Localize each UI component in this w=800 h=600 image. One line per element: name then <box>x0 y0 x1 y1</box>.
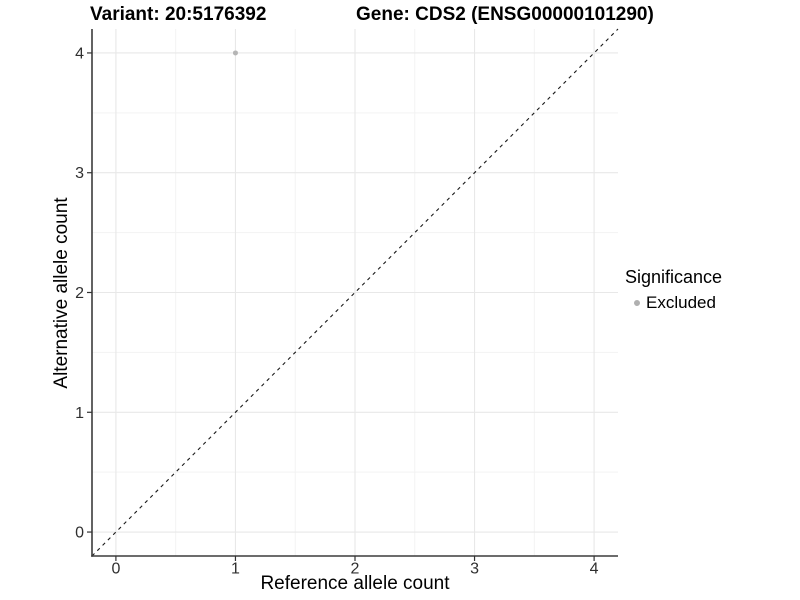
plot-title-gene: Gene: CDS2 (ENSG00000101290) <box>356 4 654 25</box>
y-tick-label: 1 <box>75 405 84 422</box>
x-axis-title: Reference allele count <box>260 573 450 594</box>
y-axis-title: Alternative allele count <box>51 197 72 389</box>
y-tick-label: 3 <box>75 165 84 182</box>
y-tick-label: 2 <box>75 285 84 302</box>
legend-title: Significance <box>625 267 723 287</box>
x-tick-label: 3 <box>470 561 479 578</box>
legend: Significance Excluded <box>625 267 722 313</box>
plot-title-variant: Variant: 20:5176392 <box>90 4 267 25</box>
y-tick-label: 0 <box>75 525 84 542</box>
x-tick-label: 4 <box>590 561 599 578</box>
legend-item-excluded: Excluded <box>625 293 722 313</box>
data-point <box>232 50 238 56</box>
legend-point-icon <box>634 300 640 306</box>
x-tick-label: 2 <box>351 561 360 578</box>
legend-item-label: Excluded <box>646 293 716 312</box>
x-tick-label: 0 <box>111 561 120 578</box>
y-tick-label: 4 <box>75 45 84 62</box>
x-tick-label: 1 <box>231 561 240 578</box>
